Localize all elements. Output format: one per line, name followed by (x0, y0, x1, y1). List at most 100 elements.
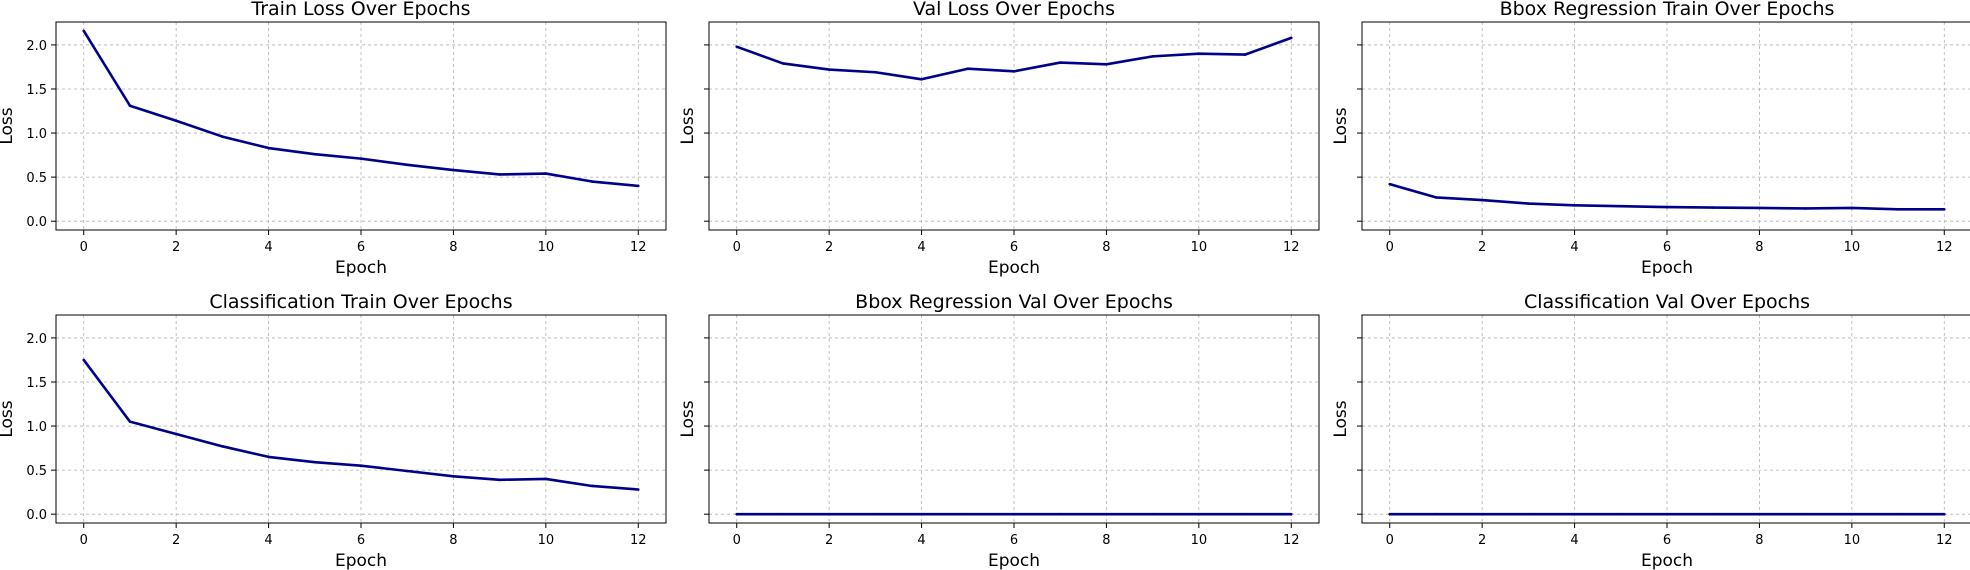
data-point (1573, 204, 1576, 207)
data-point (1942, 207, 1946, 211)
data-point (82, 29, 86, 33)
y-tick-label: 0.5 (26, 464, 47, 479)
data-point (544, 477, 548, 481)
data-point (174, 432, 178, 436)
data-point (498, 173, 501, 176)
axes-frame (55, 21, 667, 231)
x-tick-label: 0 (733, 240, 741, 255)
x-tick-label: 8 (1755, 240, 1763, 255)
x-tick-label: 0 (733, 533, 741, 548)
data-point (920, 512, 923, 516)
data-point (1758, 512, 1761, 516)
x-tick-label: 12 (1283, 533, 1300, 548)
y-tick-label: 0.5 (26, 171, 47, 186)
data-point (827, 68, 831, 71)
y-axis-label: Loss (1331, 400, 1351, 437)
x-tick-label: 4 (917, 240, 925, 255)
data-point (1665, 512, 1669, 516)
data-point (1942, 512, 1946, 516)
data-point (82, 358, 86, 362)
data-point (735, 45, 739, 48)
y-tick-label: 1.0 (26, 420, 47, 435)
x-axis-label: Epoch (335, 551, 387, 570)
data-point (1619, 512, 1623, 516)
subplot-5: 0 2 4 6 8 10 12 Bbox Regression Val Over Epochs… (678, 291, 1320, 570)
data-point (1243, 53, 1247, 56)
data-point (1850, 206, 1854, 210)
x-axis-label: Epoch (1641, 258, 1693, 278)
x-tick-label: 10 (1191, 533, 1208, 548)
axes-frame (708, 21, 1320, 231)
x-axis-label: Epoch (1641, 551, 1693, 570)
data-point (827, 512, 831, 516)
data-point (590, 484, 594, 488)
data-point (1804, 207, 1807, 210)
x-tick-label: 2 (172, 533, 180, 548)
data-point (1197, 52, 1201, 56)
data-point (1388, 182, 1392, 186)
data-point (1388, 512, 1392, 516)
data-point (735, 512, 739, 516)
data-point (874, 512, 877, 516)
data-point (1012, 512, 1016, 516)
data-point (221, 445, 224, 448)
data-point (1151, 512, 1154, 516)
x-tick-label: 12 (1936, 533, 1953, 548)
data-point (313, 460, 317, 464)
x-tick-label: 6 (357, 240, 365, 255)
y-tick-label: 2.0 (26, 332, 47, 347)
data-point (405, 469, 409, 473)
subplot-title: Classification Val Over Epochs (1524, 291, 1810, 313)
data-point (781, 512, 785, 516)
data-point (1058, 512, 1062, 516)
axes-frame (1361, 21, 1970, 231)
axes-frame (55, 314, 667, 524)
data-point (1480, 198, 1484, 202)
data-point (1711, 512, 1715, 516)
subplot-title: Bbox Regression Train Over Epochs (1500, 0, 1835, 20)
subplot-4: 0 2 4 6 8 10 12 0.0 0.5 1.0 1.5 2.0 Classification T… (0, 291, 667, 570)
x-axis-label: Epoch (335, 258, 387, 278)
x-tick-label: 6 (1010, 533, 1018, 548)
x-tick-label: 12 (630, 533, 647, 548)
data-point (1434, 512, 1438, 516)
x-tick-label: 4 (264, 240, 272, 255)
data-point (267, 146, 270, 150)
data-point (590, 180, 594, 183)
y-tick-label: 0.0 (26, 508, 47, 523)
axes-frame (1361, 314, 1970, 524)
data-point (1619, 204, 1623, 208)
x-tick-label: 10 (538, 240, 555, 255)
data-point (498, 478, 501, 482)
y-axis-label: Loss (1331, 107, 1351, 144)
data-point (920, 77, 923, 81)
y-axis-label: Loss (0, 107, 17, 144)
data-point (636, 184, 640, 188)
x-tick-label: 2 (1478, 240, 1486, 255)
data-point (1758, 206, 1761, 210)
data-point (1197, 512, 1201, 516)
x-tick-label: 6 (1010, 240, 1018, 255)
y-tick-label: 1.5 (26, 83, 47, 98)
x-tick-label: 8 (449, 533, 457, 548)
x-tick-label: 0 (1386, 533, 1394, 548)
data-point (221, 135, 224, 138)
data-point (128, 104, 132, 108)
data-point (544, 172, 548, 175)
data-point (1151, 55, 1154, 58)
subplot-6: 0 2 4 6 8 10 12 Classification Val Over Epochs E… (1331, 291, 1970, 570)
x-tick-label: 0 (80, 240, 88, 255)
data-point (359, 464, 363, 468)
data-point (267, 455, 270, 459)
data-point (874, 70, 877, 74)
data-point (1573, 512, 1576, 516)
data-point (452, 474, 455, 478)
data-point (1480, 512, 1484, 516)
data-point (1711, 206, 1715, 209)
x-axis-label: Epoch (988, 258, 1040, 278)
x-tick-label: 2 (172, 240, 180, 255)
y-axis-label: Loss (0, 400, 17, 437)
x-tick-label: 6 (357, 533, 365, 548)
data-point (174, 119, 178, 123)
x-tick-label: 8 (449, 240, 457, 255)
